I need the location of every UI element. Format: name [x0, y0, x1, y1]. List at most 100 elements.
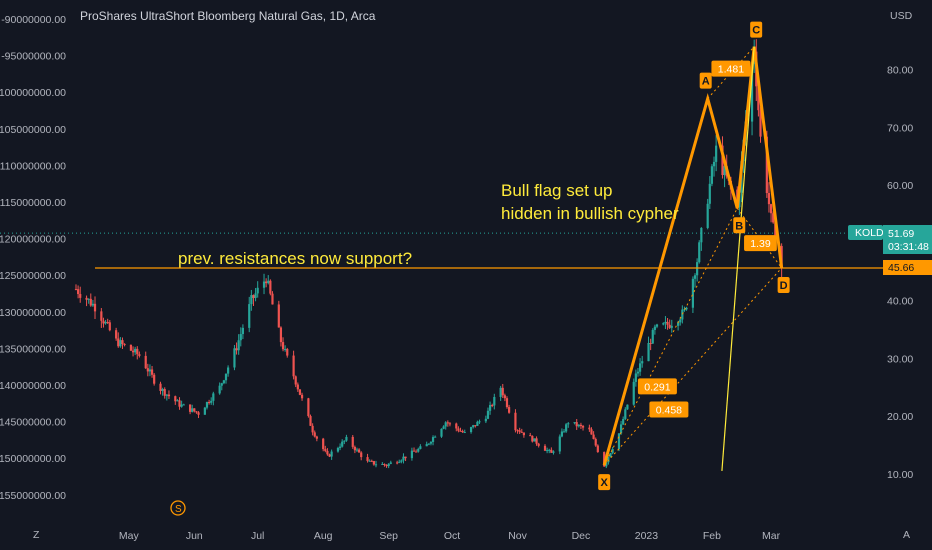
- candle-body: [461, 431, 464, 433]
- price-tick-label: 80.00: [887, 65, 913, 77]
- candle-body: [469, 427, 473, 433]
- candle-body: [180, 404, 183, 407]
- candle-body: [419, 446, 422, 449]
- candle-body: [224, 373, 228, 381]
- time-tick-label: Sep: [379, 530, 398, 542]
- candle-body: [191, 408, 194, 412]
- candle-body: [609, 453, 612, 457]
- session-marker-ring: [170, 500, 186, 516]
- candle-body: [117, 338, 120, 347]
- candle-body: [254, 293, 257, 299]
- left-tick-label: -150000000.00: [0, 453, 66, 465]
- flag-annotation-line1[interactable]: Bull flag set up: [501, 181, 613, 200]
- support-annotation[interactable]: prev. resistances now support?: [178, 249, 412, 268]
- ratio-line: [736, 207, 783, 269]
- pattern-point-label: X: [600, 477, 608, 489]
- candle-body: [138, 354, 141, 356]
- left-tick-label: -120000000.00: [0, 234, 66, 246]
- candle-body: [486, 410, 490, 419]
- candle-body: [626, 404, 629, 410]
- left-tick-label: -155000000.00: [0, 490, 66, 502]
- left-tick-label: -145000000.00: [0, 417, 66, 429]
- price-tick-label: 40.00: [887, 296, 913, 308]
- candle-body: [455, 423, 458, 429]
- candle-body: [552, 451, 555, 453]
- time-axis[interactable]: May Jun Jul Aug Sep Oct Nov Dec 2023 Feb Mar: [119, 530, 781, 542]
- candle-body: [89, 298, 92, 306]
- candle-body: [691, 278, 695, 308]
- candle-body: [370, 460, 373, 462]
- pattern-ratios: 0.291 0.458 1.481 1.39: [637, 60, 777, 418]
- auto-scale-button[interactable]: A: [903, 529, 910, 541]
- left-tick-label: -130000000.00: [0, 307, 66, 319]
- candle-body: [235, 348, 238, 351]
- candle-body: [493, 396, 496, 406]
- pattern-points: X A B C D: [598, 21, 790, 491]
- candle-body: [159, 383, 162, 391]
- candle-body: [655, 324, 659, 327]
- candle-body: [499, 387, 502, 397]
- candle-body: [77, 289, 80, 295]
- zoom-button[interactable]: Z: [33, 529, 40, 541]
- candle-body: [431, 437, 435, 442]
- candle-body: [668, 324, 671, 328]
- last-price-value: 51.69: [888, 228, 914, 240]
- candle-body: [233, 348, 236, 368]
- candle-body: [248, 304, 251, 328]
- candle-body: [104, 321, 107, 324]
- candle-body: [163, 389, 166, 396]
- candle-body: [271, 293, 274, 305]
- flag-annotation-line2[interactable]: hidden in bullish cypher: [501, 204, 679, 223]
- candle-body: [123, 344, 126, 346]
- candle-body: [491, 405, 494, 407]
- cypher-pattern[interactable]: [602, 46, 784, 471]
- candle-body: [341, 441, 344, 447]
- candle-body: [590, 429, 593, 435]
- candle-body: [679, 319, 682, 323]
- candle-body: [210, 400, 213, 403]
- candle-body: [355, 449, 359, 451]
- price-tick-label: 10.00: [887, 469, 913, 481]
- candle-body: [267, 280, 270, 284]
- candle-body: [442, 426, 445, 429]
- candle-body: [203, 407, 206, 415]
- candle-body: [577, 424, 580, 427]
- candle-body: [698, 242, 701, 263]
- candle-body: [292, 355, 295, 377]
- candle-body: [457, 428, 460, 431]
- candle-body: [218, 385, 221, 394]
- candle-body: [651, 329, 654, 344]
- left-tick-label: -115000000.00: [0, 197, 66, 209]
- candle-body: [605, 462, 608, 467]
- candle-body: [518, 430, 521, 432]
- candle-body: [723, 166, 726, 176]
- candle-body: [165, 394, 168, 396]
- candle-body: [472, 425, 475, 428]
- time-tick-label: Feb: [703, 530, 721, 542]
- ratio-label: 1.481: [718, 64, 744, 76]
- candle-body: [161, 389, 164, 391]
- candle-body: [396, 462, 399, 464]
- projection-line[interactable]: [721, 46, 755, 471]
- session-marker[interactable]: S: [170, 500, 186, 516]
- candle-body: [488, 405, 492, 411]
- candle-body: [146, 368, 149, 372]
- candle-body: [429, 441, 433, 444]
- candle-body: [624, 409, 627, 419]
- candle-body: [638, 363, 642, 372]
- candle-body: [328, 454, 331, 457]
- candle-body: [622, 418, 625, 425]
- candle-body: [603, 452, 606, 467]
- candle-body: [617, 433, 621, 449]
- candle-body: [594, 439, 597, 446]
- candle-body: [345, 436, 348, 441]
- ratio-label: 0.458: [656, 405, 682, 417]
- candle-body: [178, 400, 181, 407]
- candle-body: [653, 326, 656, 330]
- candle-body: [647, 343, 650, 362]
- candle-body: [222, 380, 225, 384]
- candle-body: [774, 222, 777, 247]
- symbol-badge: KOLD: [848, 225, 884, 240]
- countdown-value: 03:31:48: [888, 241, 929, 253]
